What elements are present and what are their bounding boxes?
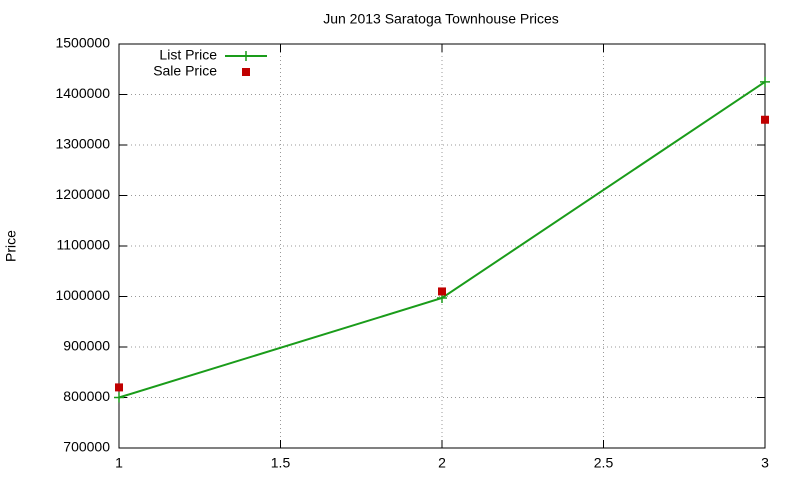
y-tick-label: 1100000 bbox=[57, 237, 111, 253]
data-point bbox=[761, 115, 769, 124]
chart-title: Jun 2013 Saratoga Townhouse Prices bbox=[323, 11, 559, 27]
series-line bbox=[118, 81, 766, 399]
data-point bbox=[438, 287, 446, 296]
y-tick-label: 900000 bbox=[63, 338, 110, 354]
legend-marker bbox=[241, 51, 251, 61]
x-tick-label: 3 bbox=[761, 455, 769, 471]
data-point bbox=[115, 383, 123, 392]
legend-label: List Price bbox=[159, 47, 217, 63]
x-tick-label: 2 bbox=[438, 455, 446, 471]
y-tick-label: 1400000 bbox=[55, 85, 110, 101]
x-tick-label: 1 bbox=[115, 455, 123, 471]
y-tick-label: 1500000 bbox=[55, 35, 110, 51]
x-tick-label: 2.5 bbox=[594, 455, 614, 471]
y-tick-label: 1200000 bbox=[55, 186, 110, 202]
x-tick-label: 1.5 bbox=[271, 455, 291, 471]
y-tick-label: 1000000 bbox=[55, 287, 110, 303]
legend-marker bbox=[242, 68, 250, 76]
y-axis-label: Price bbox=[3, 230, 19, 262]
y-tick-label: 1300000 bbox=[55, 136, 110, 152]
data-point bbox=[114, 392, 124, 403]
y-tick-label: 800000 bbox=[63, 388, 110, 404]
legend-label: Sale Price bbox=[153, 63, 217, 79]
data-point bbox=[760, 76, 770, 87]
y-tick-label: 700000 bbox=[63, 439, 110, 455]
plot-frame bbox=[118, 43, 766, 449]
